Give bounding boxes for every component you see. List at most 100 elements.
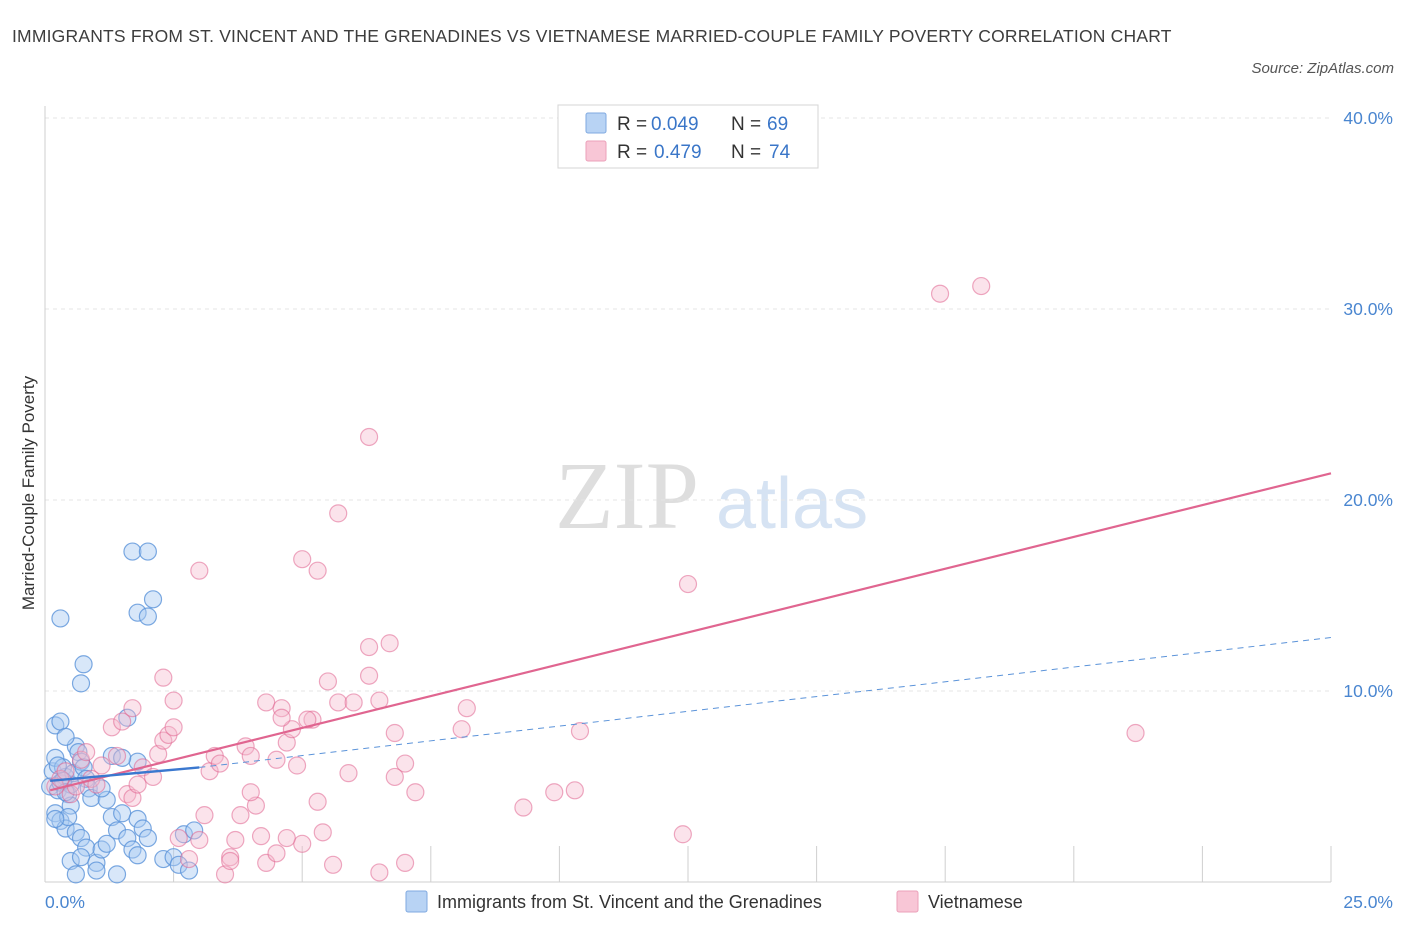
point-vietnamese-43 <box>277 733 296 752</box>
legend-r-label-blue: R = <box>617 114 647 135</box>
legend-n-label-pink: N = <box>731 142 761 163</box>
trendline-immigrants-solid <box>50 766 200 782</box>
point-vietnamese-75 <box>385 767 404 787</box>
point-vietnamese-70 <box>359 427 379 447</box>
point-vietnamese-83 <box>1126 723 1145 743</box>
series-immigrants-points <box>41 542 204 884</box>
point-immigrants-60 <box>107 865 127 884</box>
point-vietnamese-6 <box>77 743 96 762</box>
trendline-vietnamese <box>49 472 1332 792</box>
y-tick-label-3: 40.0% <box>1343 108 1393 128</box>
point-vietnamese-67 <box>344 693 363 712</box>
y-axis-label: Married-Couple Family Poverty <box>19 375 38 610</box>
point-vietnamese-54 <box>318 672 338 691</box>
point-immigrants-29 <box>71 848 91 867</box>
point-vietnamese-72 <box>930 284 950 303</box>
point-vietnamese-58 <box>323 855 343 874</box>
point-vietnamese-10 <box>102 718 121 737</box>
gridlines <box>45 117 1331 692</box>
axes <box>44 106 1332 883</box>
point-immigrants-52 <box>133 819 152 838</box>
point-immigrants-44 <box>138 542 157 561</box>
watermark: ZIP atlas <box>555 442 868 549</box>
point-vietnamese-57 <box>308 792 327 811</box>
point-immigrants-39 <box>97 790 116 809</box>
point-immigrants-49 <box>71 674 91 693</box>
point-vietnamese-25 <box>169 828 188 848</box>
point-vietnamese-15 <box>128 775 147 794</box>
bottom-legend-swatch-blue <box>405 890 428 913</box>
point-vietnamese-62 <box>329 504 348 523</box>
point-vietnamese-46 <box>293 834 312 853</box>
point-vietnamese-21 <box>164 718 183 737</box>
point-vietnamese-74 <box>406 783 425 802</box>
point-vietnamese-86 <box>267 844 286 863</box>
point-vietnamese-33 <box>221 848 240 867</box>
point-immigrants-24 <box>66 823 85 842</box>
watermark-atlas: atlas <box>716 464 868 544</box>
point-immigrants-46 <box>128 603 147 622</box>
point-vietnamese-68 <box>385 723 404 743</box>
legend-r-label-pink: R = <box>617 142 647 163</box>
x-tick-label-max: 25.0% <box>1343 892 1393 912</box>
point-vietnamese-77 <box>514 798 533 817</box>
bottom-legend-label-pink: Vietnamese <box>928 892 1023 912</box>
point-vietnamese-64 <box>380 634 399 653</box>
point-vietnamese-81 <box>678 574 698 594</box>
y-tick-label-1: 20.0% <box>1343 490 1393 510</box>
point-vietnamese-61 <box>308 561 327 580</box>
point-vietnamese-87 <box>339 764 358 783</box>
point-immigrants-33 <box>102 807 121 827</box>
point-immigrants-35 <box>113 804 132 823</box>
legend-n-value-pink: 74 <box>769 142 791 163</box>
point-vietnamese-69 <box>395 754 415 773</box>
trend-lines <box>49 472 1332 792</box>
legend-r-value-pink: 0.479 <box>654 142 702 163</box>
legend-n-value-blue: 69 <box>767 114 788 135</box>
point-immigrants-34 <box>107 821 127 840</box>
point-immigrants-31 <box>92 840 111 859</box>
point-vietnamese-28 <box>195 806 214 825</box>
point-vietnamese-23 <box>154 668 173 687</box>
chart-title: IMMIGRANTS FROM ST. VINCENT AND THE GREN… <box>12 26 1172 46</box>
point-vietnamese-82 <box>673 825 692 844</box>
point-vietnamese-76 <box>457 699 476 718</box>
point-immigrants-36 <box>118 828 137 848</box>
y-tick-label-0: 10.0% <box>1343 681 1393 701</box>
point-vietnamese-35 <box>231 806 250 825</box>
point-immigrants-37 <box>123 840 142 859</box>
point-vietnamese-52 <box>277 828 296 848</box>
point-immigrants-53 <box>138 828 157 848</box>
series-vietnamese-points <box>46 276 1145 884</box>
point-vietnamese-39 <box>251 827 271 846</box>
point-immigrants-51 <box>128 809 147 829</box>
point-vietnamese-55 <box>298 710 317 729</box>
point-vietnamese-14 <box>123 788 142 808</box>
point-vietnamese-71 <box>452 720 471 739</box>
point-vietnamese-40 <box>257 693 276 712</box>
point-vietnamese-45 <box>287 756 307 775</box>
point-vietnamese-48 <box>313 823 332 842</box>
legend-n-label-blue: N = <box>731 114 761 135</box>
y-tick-label-2: 30.0% <box>1343 299 1393 319</box>
point-immigrants-38 <box>128 846 147 865</box>
point-vietnamese-63 <box>359 637 379 657</box>
point-immigrants-48 <box>51 609 70 628</box>
point-immigrants-50 <box>74 655 93 674</box>
point-immigrants-25 <box>71 828 91 848</box>
point-vietnamese-65 <box>359 666 379 685</box>
point-vietnamese-59 <box>241 783 260 802</box>
point-vietnamese-73 <box>972 276 991 296</box>
point-vietnamese-37 <box>241 746 260 766</box>
point-vietnamese-31 <box>210 754 229 773</box>
point-vietnamese-26 <box>179 849 199 869</box>
point-vietnamese-27 <box>190 830 209 850</box>
point-immigrants-65 <box>46 809 65 829</box>
point-vietnamese-11 <box>107 746 127 766</box>
point-immigrants-56 <box>169 855 188 874</box>
legend-swatch-blue <box>585 112 607 134</box>
point-vietnamese-53 <box>329 693 348 712</box>
point-vietnamese-85 <box>395 853 415 873</box>
point-vietnamese-22 <box>123 699 142 718</box>
